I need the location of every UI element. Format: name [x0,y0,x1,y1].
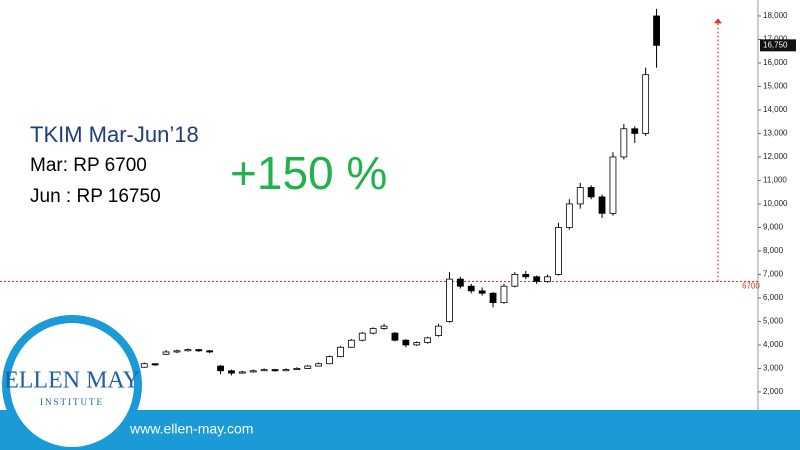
annotation: +150 % [230,147,387,199]
candle-body [631,128,639,134]
candle-body [162,351,170,355]
y-tick-label: 15,000 [763,82,788,91]
logo-circle [2,315,142,450]
y-tick-label: 2,000 [763,387,784,396]
candle-body [184,349,192,352]
candle-body [653,15,660,46]
candle-body [337,346,344,358]
candle-body [195,349,203,352]
candle-body [238,371,246,374]
y-tick-label: 6,000 [763,293,784,302]
candle-body [642,74,650,134]
logo-sub: INSTITUTE [40,397,104,407]
candle-body [609,156,617,214]
y-tick-label: 18,000 [763,11,788,20]
y-tick-label: 16,000 [763,58,788,67]
candle-body [620,128,628,158]
website: www.ellen-may.com [129,421,253,437]
y-tick-label: 13,000 [763,129,788,138]
candle-body [587,187,595,198]
candle-body [413,342,421,346]
candle-body [446,278,453,322]
y-tick-label: 14,000 [763,105,788,114]
candle-body [260,369,268,372]
candle-body [489,292,497,304]
y-tick-label: 17,000 [763,35,788,44]
candle-body [424,337,432,343]
y-tick-label: 12,000 [763,152,788,161]
logo-name: ELLEN MAY [4,368,140,394]
candle-body [151,363,159,366]
candle-body [326,356,333,365]
candle-body [435,325,442,336]
arrow-head [714,18,722,24]
candle-body [293,368,301,370]
y-tick-label: 5,000 [763,317,784,326]
candle-body [500,285,508,304]
candle-body [358,332,366,341]
candle-body [522,274,530,278]
price-box [760,39,796,52]
candle-body [315,363,323,367]
candle-body [206,350,214,353]
candle-body [140,363,148,368]
y-tick-label: 4,000 [763,340,784,349]
candle-body [456,278,464,287]
candle-body [467,285,475,292]
price-label: 16,750 [763,40,788,49]
annotation: Mar: RP 6700 [30,155,147,176]
candle-body [271,369,279,372]
candle-body [228,370,235,374]
candle-body [402,339,410,346]
candle-body [598,196,606,214]
candle-body [555,227,562,275]
candle-body [544,276,551,282]
candle-body [347,339,355,348]
candle-body [173,350,181,353]
candle-body [249,370,257,373]
y-tick-label: 8,000 [763,246,784,255]
y-tick-label: 11,000 [763,176,787,185]
candle-body [565,203,573,228]
y-tick-label: 3,000 [763,364,784,373]
candle-body [217,365,224,372]
candle-body [533,276,541,282]
y-tick-label: 10,000 [763,199,788,208]
candle-body [478,290,486,294]
candle-body [304,365,312,369]
chart-title: TKIM Mar-Jun’18 [30,122,199,147]
candle-body [576,187,584,205]
y-tick-label: 7,000 [763,270,784,279]
candle-body [511,274,519,287]
candle-body [391,332,399,341]
plot: 2,000 3,000 4,000 5,000 6,000 7,000 8,000 9,000… [0,0,796,410]
candle-body [380,325,388,329]
y-tick-label: 9,000 [763,223,784,232]
candle-body [369,328,377,334]
candle-body [282,369,290,372]
level-label: 6700 [742,282,760,291]
annotation: Jun : RP 16750 [30,186,161,207]
